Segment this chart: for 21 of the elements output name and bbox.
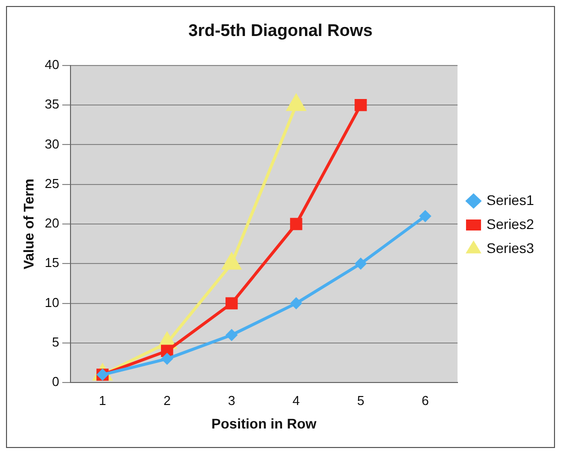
y-tick-label: 35 [44,96,60,112]
legend-label: Series2 [486,216,534,232]
legend-label: Series1 [486,192,534,208]
chart-title: 3rd-5th Diagonal Rows [188,20,373,40]
y-tick-label: 10 [44,294,60,310]
y-tick-label: 20 [44,216,60,231]
y-tick-label: 5 [52,334,60,350]
x-tick-label: 3 [228,392,236,408]
x-tick-label: 6 [422,392,429,408]
y-tick-label: 30 [44,136,60,152]
y-tick-label: 40 [44,56,60,72]
y-tick-label: 0 [52,374,60,390]
x-tick-label: 1 [98,392,106,408]
x-axis-title: Position in Row [211,415,316,432]
x-tick-label: 5 [357,392,364,408]
y-axis-title: Value of Term [20,178,36,270]
x-tick-label: 2 [163,392,171,408]
y-tick-label: 15 [44,255,60,270]
x-tick-label: 4 [292,392,300,408]
legend-label: Series3 [486,240,534,256]
y-tick-label: 25 [44,176,60,191]
